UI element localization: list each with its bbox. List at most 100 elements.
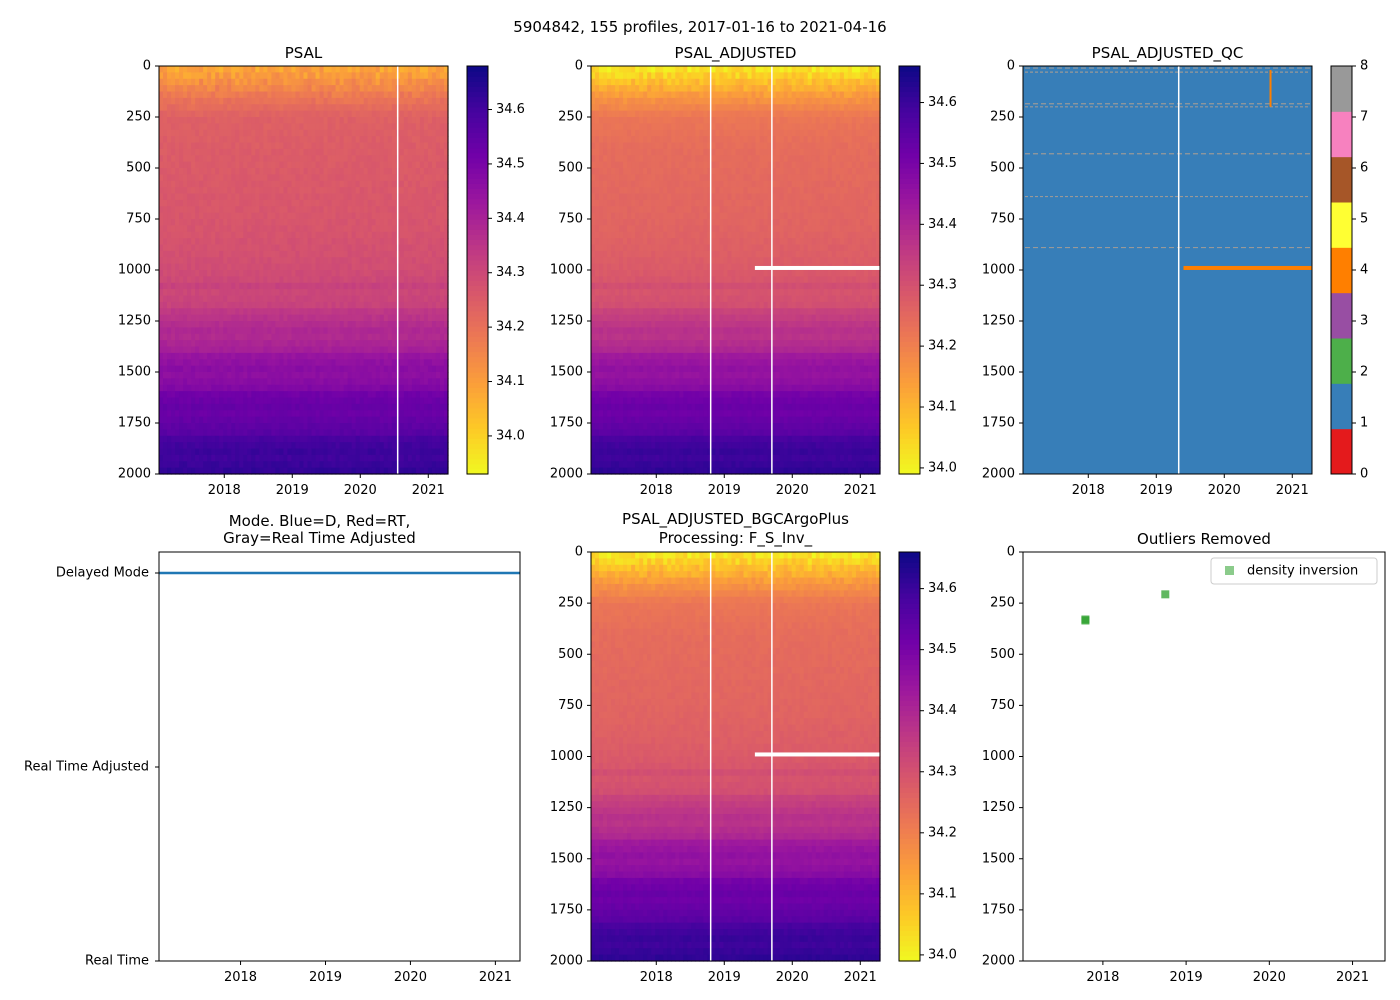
- psal-cell: [311, 461, 317, 469]
- psal-cell: [283, 346, 289, 354]
- psal-cell: [255, 110, 260, 118]
- psal-cell: [231, 321, 236, 328]
- psal-cell: [295, 391, 301, 399]
- psal-cell: [163, 250, 168, 258]
- psal-cell: [383, 359, 389, 367]
- psal-colorbar-step: [467, 372, 488, 378]
- psal-cell: [175, 66, 180, 73]
- psal-cell: [159, 85, 164, 93]
- psal-cell: [179, 327, 184, 335]
- psal-cell: [183, 123, 188, 131]
- psal-cell: [183, 270, 188, 277]
- psal-colorbar-step: [467, 193, 488, 200]
- psal-cell: [331, 250, 337, 258]
- psal-cell: [339, 78, 345, 86]
- psal-cell: [267, 168, 272, 175]
- psal-cell: [431, 193, 437, 201]
- psal-cell: [247, 423, 252, 430]
- psal-cell: [279, 129, 285, 137]
- psal-cell: [287, 321, 293, 328]
- psal-cell: [179, 378, 184, 386]
- psal-cell: [287, 180, 293, 188]
- psal-cell: [343, 225, 349, 233]
- psal-cell: [187, 314, 192, 322]
- psal-cell: [323, 448, 329, 456]
- psal-cell: [367, 442, 373, 450]
- psal-cell: [239, 225, 244, 233]
- psal-cell: [435, 333, 441, 341]
- psal-cell: [443, 416, 449, 424]
- psal-cell: [319, 168, 325, 175]
- psal-adjusted-cell: [591, 250, 596, 258]
- psal-cell: [175, 142, 180, 150]
- psal-cell: [275, 66, 281, 73]
- psal-cell: [307, 91, 313, 99]
- psal-cell: [335, 365, 341, 373]
- psal-cell: [351, 461, 357, 469]
- psal-cell: [239, 219, 244, 226]
- psal-cell: [243, 289, 248, 297]
- psal-cell: [347, 123, 353, 131]
- psal-cell: [387, 244, 393, 252]
- psal-adjusted-cell: [591, 435, 596, 443]
- psal-cell: [219, 321, 224, 328]
- psal-cell: [379, 174, 385, 182]
- psal-cell: [411, 66, 417, 73]
- psal-cell: [375, 187, 381, 195]
- psal-cell: [427, 136, 433, 144]
- psal-cell: [415, 270, 421, 277]
- psal-cell: [343, 270, 349, 277]
- psal-cell: [183, 244, 188, 252]
- psal-cell: [315, 333, 321, 341]
- psal-cell: [179, 136, 184, 144]
- psal-cell: [231, 308, 236, 316]
- psal-cell: [407, 454, 413, 462]
- psal-cell: [411, 129, 417, 137]
- psal-cell: [371, 429, 377, 437]
- psal-adjusted-cell: [595, 282, 600, 290]
- psal-adjusted-cell: [599, 301, 604, 309]
- psal-cell: [391, 174, 397, 182]
- psal-cell: [351, 199, 357, 207]
- psal-cell: [295, 187, 301, 195]
- psal-cell: [223, 174, 228, 182]
- psal-cell: [295, 378, 301, 386]
- psal-cell: [303, 142, 309, 150]
- psal-cell: [167, 110, 172, 118]
- psal-cell: [367, 174, 373, 182]
- psal-cell: [427, 250, 433, 258]
- psal-cell: [271, 263, 277, 271]
- psal-cell: [423, 359, 429, 367]
- psal-cell: [307, 346, 313, 354]
- psal-colorbar-label: 34.4: [496, 211, 525, 226]
- psal-cell: [423, 340, 429, 348]
- psal-cell: [347, 321, 353, 328]
- psal-cell: [255, 142, 260, 150]
- psal-cell: [399, 391, 405, 399]
- psal-cell: [199, 231, 204, 239]
- psal-cell: [235, 244, 240, 252]
- psal-adjusted-cell: [603, 282, 608, 290]
- psal-cell: [259, 212, 264, 220]
- psal-cell: [439, 66, 445, 73]
- psal-cell: [407, 110, 413, 118]
- psal-cell: [263, 155, 268, 163]
- psal-cell: [227, 416, 232, 424]
- psal-cell: [171, 282, 176, 290]
- psal-cell: [387, 91, 393, 99]
- psal-adjusted-cell: [603, 231, 608, 239]
- psal-cell: [271, 282, 277, 290]
- psal-cell: [191, 199, 196, 207]
- psal-cell: [259, 314, 264, 322]
- psal-cell: [283, 378, 289, 386]
- psal-cell: [259, 410, 264, 418]
- psal-adjusted-cell: [603, 321, 608, 328]
- psal-cell: [371, 327, 377, 335]
- psal-cell: [271, 397, 277, 405]
- psal-ytick-label: 1250: [118, 314, 151, 329]
- psal-cell: [259, 423, 264, 430]
- psal-adjusted-cell: [591, 397, 596, 405]
- psal-cell: [251, 321, 256, 328]
- psal-cell: [243, 257, 248, 265]
- psal-cell: [259, 250, 264, 258]
